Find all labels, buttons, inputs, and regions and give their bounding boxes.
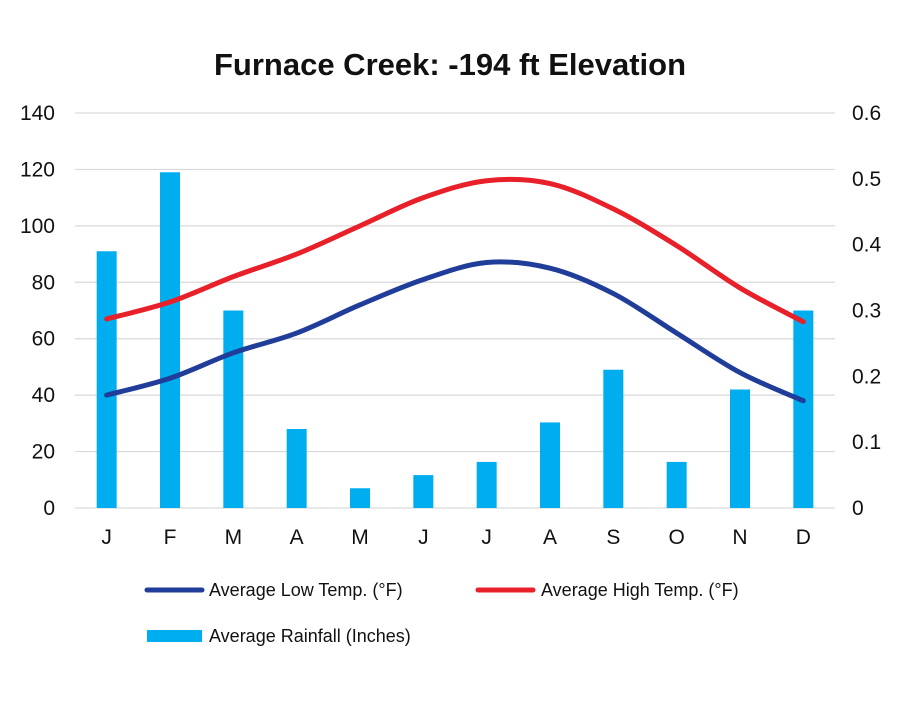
rainfall-bars	[96, 172, 814, 508]
rainfall-bar	[793, 310, 814, 508]
x-axis-tick-label: D	[796, 526, 811, 549]
temperature-lines	[104, 176, 806, 404]
chart-title: Furnace Creek: -194 ft Elevation	[214, 47, 686, 82]
legend-low-temp-label: Average Low Temp. (°F)	[209, 580, 403, 600]
rainfall-bar	[476, 461, 497, 508]
right-axis-tick-label: 0.1	[852, 431, 881, 454]
rainfall-bar	[160, 172, 180, 508]
rainfall-bar	[540, 422, 560, 508]
left-axis-tick-label: 80	[32, 271, 55, 294]
x-axis-tick-label: A	[290, 526, 304, 549]
legend: Average Low Temp. (°F) Average High Temp.…	[144, 580, 739, 646]
right-axis-tick-label: 0	[852, 497, 864, 520]
x-axis-tick-label: J	[481, 526, 492, 549]
rainfall-bar	[350, 488, 370, 508]
rainfall-bar	[413, 475, 434, 508]
x-axis-tick-label: F	[164, 526, 177, 549]
right-axis-tick-label: 0.4	[852, 234, 882, 257]
left-axis-tick-label: 100	[20, 215, 55, 238]
right-axis-tick-label: 0.3	[852, 300, 881, 323]
x-axis-tick-label: N	[732, 526, 747, 549]
right-axis-ticks: 0 0.1 0.2 0.3 0.4 0.5 0.6	[852, 102, 882, 520]
x-axis-tick-label: A	[543, 526, 557, 549]
right-axis-tick-label: 0.6	[852, 102, 881, 125]
left-axis-tick-label: 120	[20, 158, 55, 181]
rainfall-bar	[603, 369, 624, 508]
x-axis-tick-label: J	[101, 526, 112, 549]
rainfall-bar	[730, 389, 750, 508]
x-axis-tick-label: M	[225, 526, 243, 549]
x-axis-tick-label: S	[606, 526, 620, 549]
left-axis-tick-label: 40	[32, 384, 55, 407]
x-axis-tick-label: M	[351, 526, 369, 549]
right-axis-tick-label: 0.5	[852, 168, 881, 191]
left-axis-tick-label: 140	[20, 102, 55, 125]
rainfall-bar	[286, 429, 307, 508]
legend-rainfall-label: Average Rainfall (Inches)	[209, 626, 411, 646]
left-axis-tick-label: 60	[32, 328, 55, 351]
rainfall-bar	[96, 251, 117, 508]
left-axis-ticks: 0 20 40 60 80 100 120 140	[20, 102, 55, 520]
legend-rainfall-swatch	[147, 630, 202, 642]
low-temp-line	[104, 259, 806, 404]
rainfall-bar	[666, 461, 687, 508]
rainfall-bar	[223, 310, 244, 508]
x-axis-tick-label: O	[668, 526, 684, 549]
left-axis-tick-label: 0	[43, 497, 55, 520]
x-axis-tick-label: J	[418, 526, 429, 549]
legend-high-temp-label: Average High Temp. (°F)	[541, 580, 739, 600]
left-axis-tick-label: 20	[32, 441, 55, 464]
gridlines	[75, 112, 835, 509]
right-axis-tick-label: 0.2	[852, 365, 881, 388]
high-temp-line	[104, 176, 806, 325]
